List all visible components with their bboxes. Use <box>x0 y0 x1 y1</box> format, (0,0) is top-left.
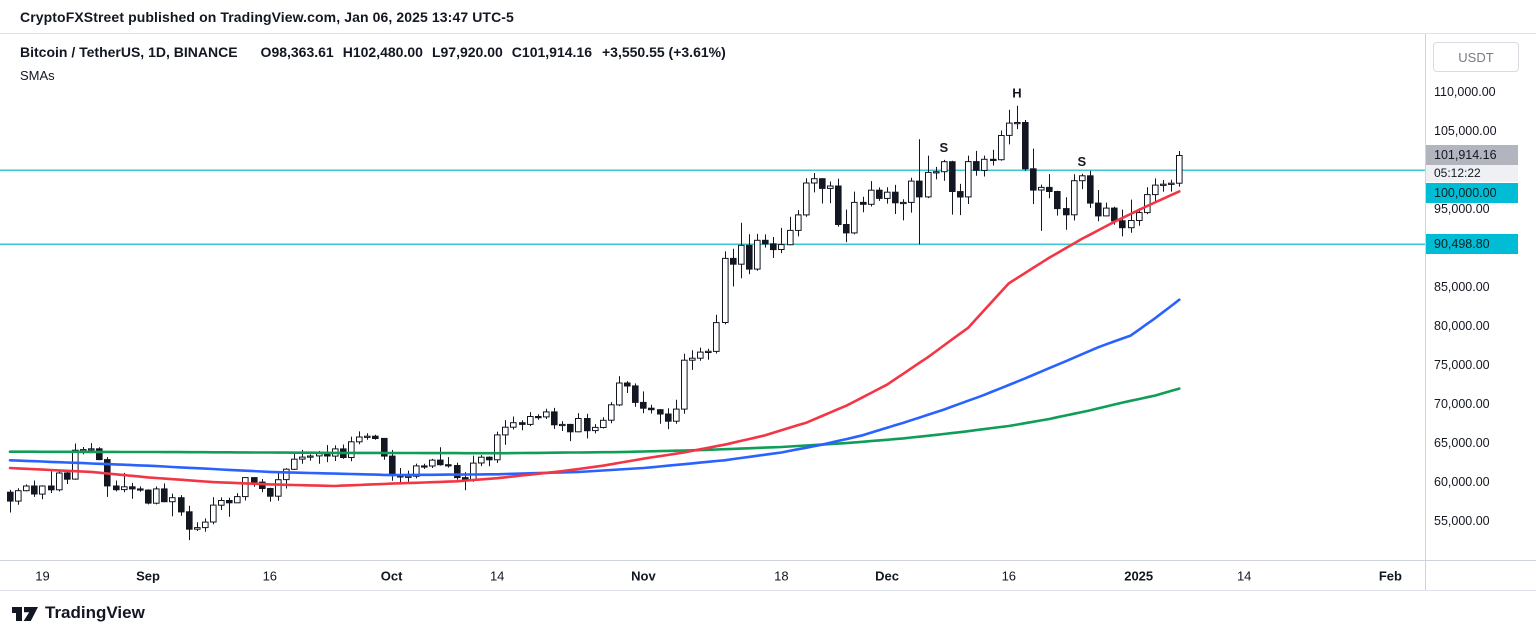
currency-unit-button[interactable]: USDT <box>1433 42 1519 72</box>
attribution-bar: CryptoFXStreet published on TradingView.… <box>0 0 1536 34</box>
low-label: L <box>431 44 441 60</box>
time-tick-label: 14 <box>1236 568 1252 583</box>
pattern-annotation-H: H <box>1012 86 1021 101</box>
time-axis[interactable]: 19 Sep 16 Oct 14 Nov 18 Dec 16 2025 14 Feb <box>0 560 1536 590</box>
high-label: H <box>342 44 353 60</box>
price-level-lines <box>0 169 1425 246</box>
footer-bar: TradingView <box>0 590 1536 635</box>
time-tick-label: 16 <box>1001 568 1017 583</box>
price-tick-label: 70,000.00 <box>1434 397 1490 412</box>
chart-canvas[interactable]: S H S <box>0 34 1425 560</box>
pattern-annotation-S: S <box>1077 154 1086 169</box>
indicator-label[interactable]: SMAs <box>20 68 55 83</box>
chart-area: S H S Bitcoin / TetherUS, 1D, BINANCE O 98,… <box>0 34 1536 590</box>
sma-line-green-200 <box>8 387 1181 455</box>
time-tick-label: Oct <box>380 568 403 583</box>
price-tick-label: 80,000.00 <box>1434 319 1490 334</box>
chart-legend: Bitcoin / TetherUS, 1D, BINANCE O 98,363.… <box>20 44 726 83</box>
pattern-annotation-S: S <box>939 140 948 155</box>
symbol-title[interactable]: Bitcoin / TetherUS, 1D, BINANCE <box>20 44 238 60</box>
last-price-value: 101,914.16 <box>1426 144 1518 165</box>
countdown-timer: 05:12:22 <box>1426 164 1518 182</box>
time-tick-label: Sep <box>136 568 160 583</box>
price-level-label-90498: 90,498.80 <box>1426 234 1518 255</box>
price-axis[interactable]: USDT 110,000.00 105,000.00 95,000.00 85,000… <box>1425 34 1536 590</box>
sma-line-red-50 <box>8 190 1181 488</box>
price-tick-label: 95,000.00 <box>1434 202 1490 217</box>
open-value: 98,363.61 <box>271 44 334 60</box>
close-value: 101,914.16 <box>521 44 592 60</box>
price-level-label-100000: 100,000.00 <box>1426 182 1518 203</box>
price-tick-label: 55,000.00 <box>1434 514 1490 528</box>
price-change: +3,550.55 (+3.61%) <box>602 44 726 60</box>
price-tick-label: 75,000.00 <box>1434 358 1490 373</box>
candlestick-series <box>7 105 1183 541</box>
time-tick-label: Feb <box>1378 568 1402 583</box>
price-tick-label: 65,000.00 <box>1434 436 1490 451</box>
tradingview-logo-icon[interactable] <box>12 601 38 625</box>
time-tick-label: 18 <box>774 568 789 583</box>
open-label: O <box>260 44 272 60</box>
time-tick-label: Nov <box>631 568 656 583</box>
last-price-label: 101,914.16 05:12:22 <box>1426 144 1518 182</box>
low-value: 97,920.00 <box>440 44 503 60</box>
price-tick-label: 105,000.00 <box>1434 124 1497 139</box>
time-tick-label: 14 <box>489 568 505 583</box>
price-tick-label: 85,000.00 <box>1434 280 1490 295</box>
time-tick-label: 19 <box>35 568 50 583</box>
sma-line-blue-100 <box>8 298 1181 477</box>
price-tick-label: 110,000.00 <box>1434 85 1496 100</box>
attribution-text: CryptoFXStreet published on TradingView.… <box>20 8 514 25</box>
tradingview-brand-text[interactable]: TradingView <box>45 603 145 622</box>
time-tick-label: 16 <box>262 568 278 583</box>
time-tick-label: 2025 <box>1124 568 1154 583</box>
time-tick-label: Dec <box>875 568 899 583</box>
high-value: 102,480.00 <box>352 44 423 60</box>
close-label: C <box>511 44 522 60</box>
price-tick-label: 60,000.00 <box>1434 475 1490 490</box>
